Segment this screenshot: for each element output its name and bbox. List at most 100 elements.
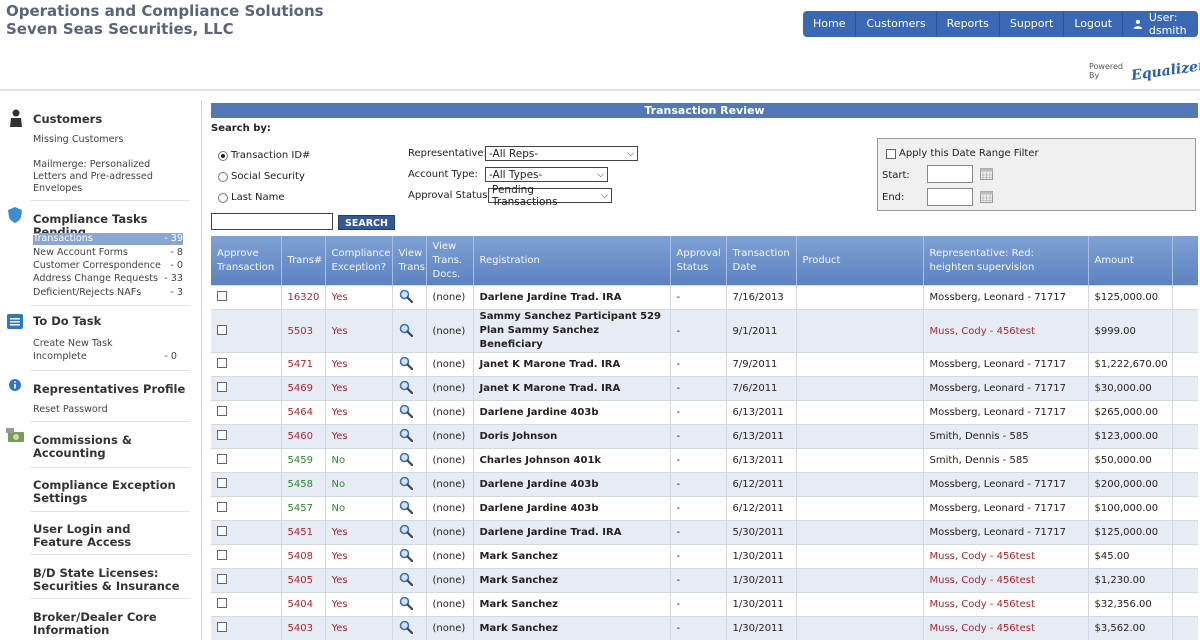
sidebar-item-customer-correspondence[interactable]: Customer Correspondence - 0: [33, 260, 183, 272]
radio-last-name[interactable]: Last Name: [218, 192, 285, 203]
magnifier-icon[interactable]: [399, 404, 413, 418]
approve-checkbox[interactable]: [217, 406, 227, 416]
sidebar-core-info[interactable]: Broker/Dealer Core Information: [33, 610, 157, 637]
user-menu[interactable]: User: dsmith: [1123, 11, 1198, 37]
approve-checkbox[interactable]: [217, 550, 227, 560]
date-filter-checkbox-row[interactable]: Apply this Date Range Filter: [886, 148, 1039, 159]
magnifier-icon[interactable]: [399, 572, 413, 586]
magnifier-icon[interactable]: [399, 323, 413, 337]
col-date[interactable]: Transaction Date: [726, 236, 797, 286]
calendar-icon[interactable]: [980, 191, 993, 203]
radio-social-security[interactable]: Social Security: [218, 171, 305, 182]
approve-checkbox[interactable]: [217, 430, 227, 440]
col-trans[interactable]: Trans#: [281, 236, 326, 286]
approval-status-select[interactable]: Pending Transactions ⌵: [488, 184, 612, 208]
col-exception: Compliance Exception?: [325, 236, 393, 286]
approve-checkbox[interactable]: [217, 502, 227, 512]
trans-id[interactable]: 16320: [281, 285, 326, 310]
sidebar-item-incomplete[interactable]: Incomplete - 0: [33, 351, 177, 363]
magnifier-icon[interactable]: [399, 500, 413, 514]
table-row: 5404 Yes (none) Mark Sanchez -1/30/2011 Muss,…: [211, 592, 1198, 617]
nav-logout[interactable]: Logout: [1064, 11, 1124, 37]
magnifier-icon[interactable]: [399, 524, 413, 538]
approve-checkbox[interactable]: [217, 478, 227, 488]
approve-checkbox[interactable]: [217, 598, 227, 608]
sidebar-item-deficient-nafs[interactable]: Deficient/Rejects NAFs - 3: [33, 287, 183, 299]
trans-id[interactable]: 5408: [281, 544, 326, 569]
sidebar-reset-password[interactable]: Reset Password: [33, 404, 108, 415]
sidebar-item-transactions[interactable]: Transactions - 39: [33, 233, 183, 245]
approve-checkbox[interactable]: [217, 382, 227, 392]
magnifier-icon[interactable]: [399, 380, 413, 394]
nav-customers[interactable]: Customers: [856, 11, 937, 37]
rep-select[interactable]: -All Reps- ⌵: [485, 146, 638, 161]
magnifier-icon[interactable]: [399, 356, 413, 370]
approve-checkbox[interactable]: [217, 574, 227, 584]
col-product[interactable]: Product: [796, 236, 924, 286]
radio-circle[interactable]: [218, 171, 228, 182]
date-filter-checkbox[interactable]: [886, 148, 896, 159]
approve-checkbox[interactable]: [217, 324, 227, 335]
sidebar-customers[interactable]: Customers: [33, 112, 103, 126]
start-date-input[interactable]: [927, 165, 973, 183]
magnifier-icon[interactable]: [399, 620, 413, 634]
approve-checkbox[interactable]: [217, 291, 227, 301]
compliance-exception: No: [325, 472, 393, 497]
sidebar-bd-state-licenses[interactable]: B/D State Licenses: Securities & Insuran…: [33, 566, 180, 593]
col-amount[interactable]: Amount: [1088, 236, 1173, 286]
trans-id[interactable]: 5459: [281, 448, 326, 473]
approval-status: -: [670, 400, 727, 425]
sidebar-item-new-account-forms[interactable]: New Account Forms - 8: [33, 247, 183, 259]
col-representative[interactable]: Representative: Red: heighten supervisio…: [923, 236, 1089, 286]
nav-support[interactable]: Support: [1000, 11, 1065, 37]
trans-id[interactable]: 5503: [281, 309, 326, 353]
approve-checkbox[interactable]: [217, 526, 227, 536]
approve-checkbox[interactable]: [217, 358, 227, 368]
magnifier-icon[interactable]: [399, 548, 413, 562]
approve-checkbox[interactable]: [217, 622, 227, 632]
trans-id[interactable]: 5404: [281, 592, 326, 617]
radio-transaction-id[interactable]: Transaction ID#: [218, 150, 310, 161]
account-type-select[interactable]: -All Types- ⌵: [485, 167, 608, 182]
amount: $123,000.00: [1088, 424, 1173, 449]
registration: Darlene Jardine Trad. IRA: [473, 520, 671, 545]
magnifier-icon[interactable]: [399, 596, 413, 610]
trans-id[interactable]: 5460: [281, 424, 326, 449]
sidebar-commissions[interactable]: Commissions & Accounting: [33, 433, 132, 460]
search-input[interactable]: [211, 213, 333, 230]
approve-checkbox[interactable]: [217, 454, 227, 464]
sidebar-create-task[interactable]: Create New Task: [33, 338, 113, 349]
trans-id[interactable]: 5403: [281, 616, 326, 640]
col-registration[interactable]: Registration: [473, 236, 671, 286]
trans-id[interactable]: 5464: [281, 400, 326, 425]
transaction-date: 6/13/2011: [726, 400, 797, 425]
trans-id[interactable]: 5405: [281, 568, 326, 593]
end-date-input[interactable]: [927, 188, 973, 206]
trans-id[interactable]: 5458: [281, 472, 326, 497]
sidebar-todo[interactable]: To Do Task: [33, 314, 102, 328]
sidebar-mailmerge[interactable]: Mailmerge: Personalized Letters and Pre-…: [33, 159, 153, 194]
sidebar-item-label: Address Change Requests: [33, 273, 159, 284]
sidebar-exception-settings[interactable]: Compliance Exception Settings: [33, 478, 176, 505]
magnifier-icon[interactable]: [399, 289, 413, 303]
nav-reports[interactable]: Reports: [937, 11, 1000, 37]
calendar-icon[interactable]: [980, 168, 993, 180]
magnifier-icon[interactable]: [399, 452, 413, 466]
magnifier-icon[interactable]: [399, 476, 413, 490]
sidebar-item-count: - 0: [170, 260, 183, 271]
magnifier-icon[interactable]: [399, 428, 413, 442]
trans-id[interactable]: 5457: [281, 496, 326, 521]
sidebar-reps-profile[interactable]: Representatives Profile: [33, 382, 186, 396]
trans-id[interactable]: 5451: [281, 520, 326, 545]
nav-home[interactable]: Home: [803, 11, 857, 37]
table-row: 5408 Yes (none) Mark Sanchez -1/30/2011 Muss,…: [211, 544, 1198, 569]
trans-id[interactable]: 5469: [281, 376, 326, 401]
sidebar-item-address-change[interactable]: Address Change Requests - 33: [33, 273, 183, 285]
search-button[interactable]: SEARCH: [338, 215, 395, 230]
extra-cell: [1172, 424, 1198, 449]
radio-circle[interactable]: [218, 192, 228, 203]
radio-circle[interactable]: [218, 150, 228, 161]
trans-id[interactable]: 5471: [281, 352, 326, 377]
sidebar-missing-customers[interactable]: Missing Customers: [33, 134, 124, 145]
sidebar-user-login[interactable]: User Login and Feature Access: [33, 522, 132, 549]
